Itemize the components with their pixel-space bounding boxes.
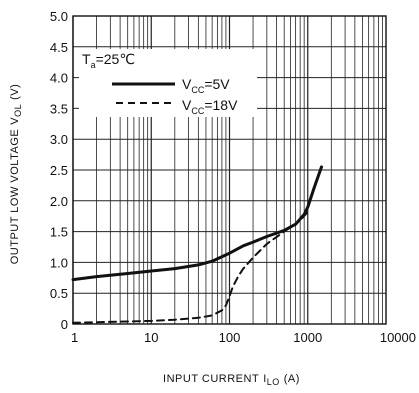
legend-entry-subscript: CC: [191, 106, 204, 116]
x-tick-label: 10000: [380, 330, 416, 345]
legend-entry-value: =18V: [204, 97, 238, 113]
y-tick-label: 5.0: [50, 9, 68, 24]
y-tick-label: 1.0: [50, 255, 68, 270]
y-tick-label: 4.0: [50, 71, 68, 86]
legend-entry-value: =5V: [204, 76, 230, 92]
x-axis-title-symbol: I: [263, 373, 267, 385]
plot-frame: [72, 15, 387, 325]
x-tick-label: 100: [219, 330, 241, 345]
series-line-solid: [71, 165, 323, 282]
x-axis-title-subscript: LO: [267, 377, 280, 387]
y-axis-title-unit: (V): [9, 84, 21, 100]
y-axis-title-subscript: OL: [13, 104, 23, 117]
legend-entry-symbol: V: [182, 76, 192, 92]
series-line-dashed: [72, 210, 309, 324]
legend-condition-subscript: a: [91, 60, 96, 70]
x-axis: 1 10 100 1000 10000: [71, 330, 416, 345]
y-tick-label: 2.5: [50, 163, 68, 178]
y-tick-label: 3.0: [50, 132, 68, 147]
x-tick-label: 10: [144, 330, 158, 345]
legend-entry-symbol: V: [182, 97, 192, 113]
y-tick-label: 3.5: [50, 101, 68, 116]
x-tick-label: 1000: [293, 330, 322, 345]
series-group: [71, 165, 323, 324]
y-axis-title-text: OUTPUT LOW VOLTAGE: [9, 129, 21, 265]
y-axis: 0 0.5 1.0 1.5 2.0 2.5 3.0 3.5 4.0 4.5 5.0: [50, 9, 68, 332]
legend-condition: Ta=25℃: [82, 51, 135, 70]
legend-entry-dashed: VCC=18V: [182, 97, 238, 116]
y-tick-label: 1.5: [50, 225, 68, 240]
legend-entry-solid: VCC=5V: [182, 76, 230, 95]
x-axis-title: INPUT CURRENT ILO (A): [163, 373, 300, 387]
x-axis-title-unit: (A): [284, 373, 300, 385]
x-tick-label: 1: [71, 330, 78, 345]
x-axis-title-text: INPUT CURRENT: [163, 373, 259, 385]
y-tick-label: 0: [61, 317, 68, 332]
y-tick-label: 2.0: [50, 194, 68, 209]
y-axis-title: OUTPUT LOW VOLTAGE VOL (V): [9, 84, 23, 265]
legend-condition-symbol: T: [82, 51, 91, 67]
legend: Ta=25℃ VCC=5V VCC=18V: [79, 49, 257, 117]
y-axis-title-symbol: V: [9, 117, 21, 125]
y-tick-label: 4.5: [50, 40, 68, 55]
legend-entry-subscript: CC: [191, 85, 204, 95]
legend-condition-value: =25℃: [96, 51, 135, 67]
y-tick-label: 0.5: [50, 286, 68, 301]
